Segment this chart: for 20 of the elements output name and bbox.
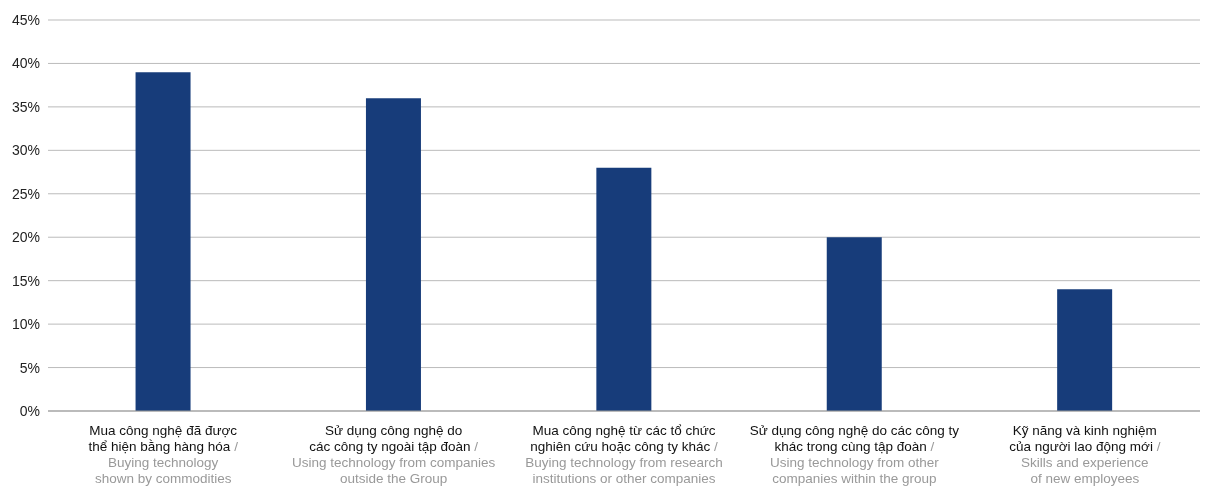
y-tick-label: 35% <box>11 98 40 115</box>
bar <box>596 167 652 411</box>
x-tick-label: Mua công nghệ đã được thể hiện bằng hàng hóa / Buying technology shown by commodities <box>88 423 239 486</box>
x-tick-label: Mua công nghệ từ các tổ chức nghiên cứu hoặc công ty khác / Buying technology from research institutions or other companies <box>525 423 723 486</box>
bar <box>1057 289 1113 411</box>
y-tick-label: 15% <box>11 272 40 289</box>
y-tick-label: 45% <box>11 11 40 28</box>
bar <box>826 237 882 411</box>
y-tick-label: 40% <box>11 55 40 72</box>
y-tick-label: 30% <box>11 142 40 159</box>
y-tick-label: 0% <box>19 402 40 419</box>
y-tick-label: 5% <box>19 359 40 376</box>
x-tick-label: Sử dụng công nghệ do các công ty ngoài tập đoàn / Using technology from companies outside the Group <box>291 423 496 486</box>
x-tick-label: Kỹ năng và kinh nghiệm của người lao động mới / Skills and experience of new employees <box>1009 423 1161 486</box>
y-tick-label: 25% <box>11 185 40 202</box>
bar <box>135 72 191 411</box>
bar <box>365 98 421 411</box>
y-tick-label: 10% <box>11 316 40 333</box>
x-tick-label: Sử dụng công nghệ do các công ty khác trong cùng tập đoàn / Using technology from other companies within the group <box>749 423 960 486</box>
y-tick-label: 20% <box>11 229 40 246</box>
